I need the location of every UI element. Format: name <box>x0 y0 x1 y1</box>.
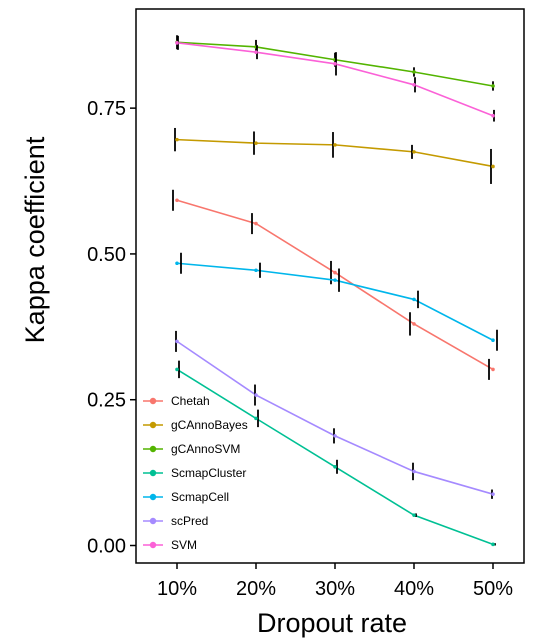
data-point <box>412 83 416 87</box>
data-point <box>175 367 179 372</box>
x-tick-label: 40% <box>394 578 434 600</box>
data-point <box>333 278 337 282</box>
y-tick-label: 0.75 <box>87 98 126 120</box>
data-point <box>412 150 416 154</box>
series-4 <box>175 252 498 351</box>
legend-item: SVM <box>143 538 197 552</box>
legend-item: ScmapCell <box>143 490 229 504</box>
legend-item: gCAnnoSVM <box>143 442 240 456</box>
series-3 <box>175 360 496 547</box>
series-6 <box>175 35 495 122</box>
data-point <box>412 469 416 474</box>
data-point <box>412 513 416 517</box>
data-point <box>491 84 495 88</box>
x-tick-label: 50% <box>473 578 513 600</box>
x-tick-label: 30% <box>315 578 355 600</box>
data-point <box>254 416 258 421</box>
y-axis: 0.00 0.25 0.50 0.75 <box>87 98 136 558</box>
x-tick-label: 20% <box>236 578 276 600</box>
data-point <box>175 261 179 266</box>
data-point <box>254 393 258 397</box>
data-point <box>254 221 258 226</box>
data-point <box>175 339 179 344</box>
y-tick-label: 0.50 <box>87 244 126 266</box>
data-point <box>491 542 495 547</box>
data-point <box>491 164 495 169</box>
legend-item: gCAnnoBayes <box>143 418 248 432</box>
data-point <box>491 492 495 496</box>
legend-item: ScmapCluster <box>143 466 246 480</box>
data-point <box>491 113 495 118</box>
legend: Chetah gCAnnoBayes gCAnnoSVM ScmapCluster Sc… <box>143 394 248 552</box>
data-point <box>491 338 495 343</box>
data-point <box>491 367 495 372</box>
legend-label: gCAnnoBayes <box>171 418 248 432</box>
legend-label: Chetah <box>171 394 210 408</box>
plot-panel <box>135 8 525 564</box>
x-axis: 10% 20% 30% 40% 50% <box>157 563 513 600</box>
data-point <box>175 41 179 45</box>
legend-item: scPred <box>143 514 208 528</box>
series-0 <box>172 189 495 380</box>
legend-label: SVM <box>171 538 197 552</box>
legend-key-dot <box>149 469 157 477</box>
data-point <box>254 141 258 145</box>
data-point <box>333 464 337 469</box>
legend-label: ScmapCell <box>171 490 229 504</box>
legend-label: gCAnnoSVM <box>171 442 240 456</box>
data-point <box>333 434 337 438</box>
legend-label: ScmapCluster <box>171 466 246 480</box>
x-axis-title: Dropout rate <box>257 608 407 638</box>
data-point <box>254 50 258 54</box>
legend-key-dot <box>149 397 157 405</box>
legend-key-dot <box>149 445 157 453</box>
data-point <box>412 322 416 326</box>
series-1 <box>174 127 495 184</box>
legend-key-dot <box>149 493 157 501</box>
data-point <box>333 270 337 275</box>
legend-label: scPred <box>171 514 208 528</box>
data-point <box>175 198 179 203</box>
legend-key-dot <box>149 421 157 429</box>
data-point <box>333 62 337 66</box>
y-axis-title: Kappa coefficient <box>20 136 50 343</box>
data-point <box>412 70 416 74</box>
series-5 <box>175 330 495 499</box>
chart-marks <box>172 35 498 547</box>
legend-key-dot <box>149 541 157 549</box>
x-tick-label: 10% <box>157 578 197 600</box>
data-point <box>175 137 179 142</box>
data-point <box>412 297 416 302</box>
y-tick-label: 0.25 <box>87 390 126 412</box>
legend-item: Chetah <box>143 394 210 408</box>
data-point <box>254 268 258 273</box>
y-tick-label: 0.00 <box>87 536 126 558</box>
data-point <box>333 143 337 147</box>
legend-key-dot <box>149 517 157 525</box>
